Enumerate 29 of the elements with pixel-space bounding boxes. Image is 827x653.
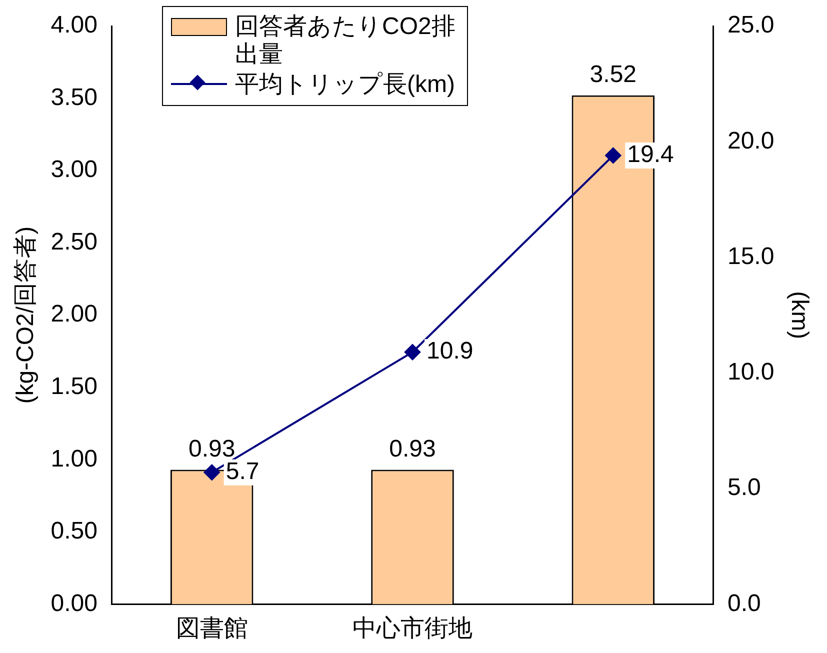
data-label: 0.93 [389, 435, 436, 462]
y-tick-label: 0.50 [50, 518, 98, 545]
data-label: 3.52 [590, 61, 637, 88]
y2-tick-label: 5.0 [727, 474, 761, 502]
data-label: 19.4 [627, 141, 674, 168]
y-tick-label: 4.00 [50, 12, 98, 39]
y-axis-title: (kg-CO2/回答者) [12, 226, 40, 404]
legend-label: 回答者あたりCO2排出量 [235, 13, 456, 69]
y2-tick-label: 20.0 [727, 127, 774, 154]
y-tick-label: 0.00 [50, 590, 98, 617]
y-tick-label: 2.50 [50, 228, 98, 256]
y2-tick-label: 25.0 [727, 12, 774, 39]
point [204, 464, 220, 480]
y2-tick-label: 10.0 [727, 358, 774, 386]
y-tick-label: 2.00 [50, 300, 98, 328]
data-label: 10.9 [426, 338, 474, 365]
data-label: 5.7 [226, 458, 260, 485]
y-tick-label: 3.00 [50, 156, 98, 184]
x-tick-label: 中心市街地 [352, 615, 472, 642]
y-tick-label: 3.50 [50, 84, 98, 111]
y2-axis-title: (km) [786, 291, 813, 340]
point [605, 148, 622, 164]
y2-tick-label: 0.0 [727, 590, 761, 617]
y-tick-label: 1.50 [50, 373, 98, 400]
point [404, 344, 420, 360]
y2-tick-label: 15.0 [727, 242, 774, 270]
x-tick-label: 図書館 [176, 615, 248, 642]
legend-label: 平均トリップ長(km) [235, 71, 455, 99]
y-tick-label: 1.00 [50, 445, 98, 472]
